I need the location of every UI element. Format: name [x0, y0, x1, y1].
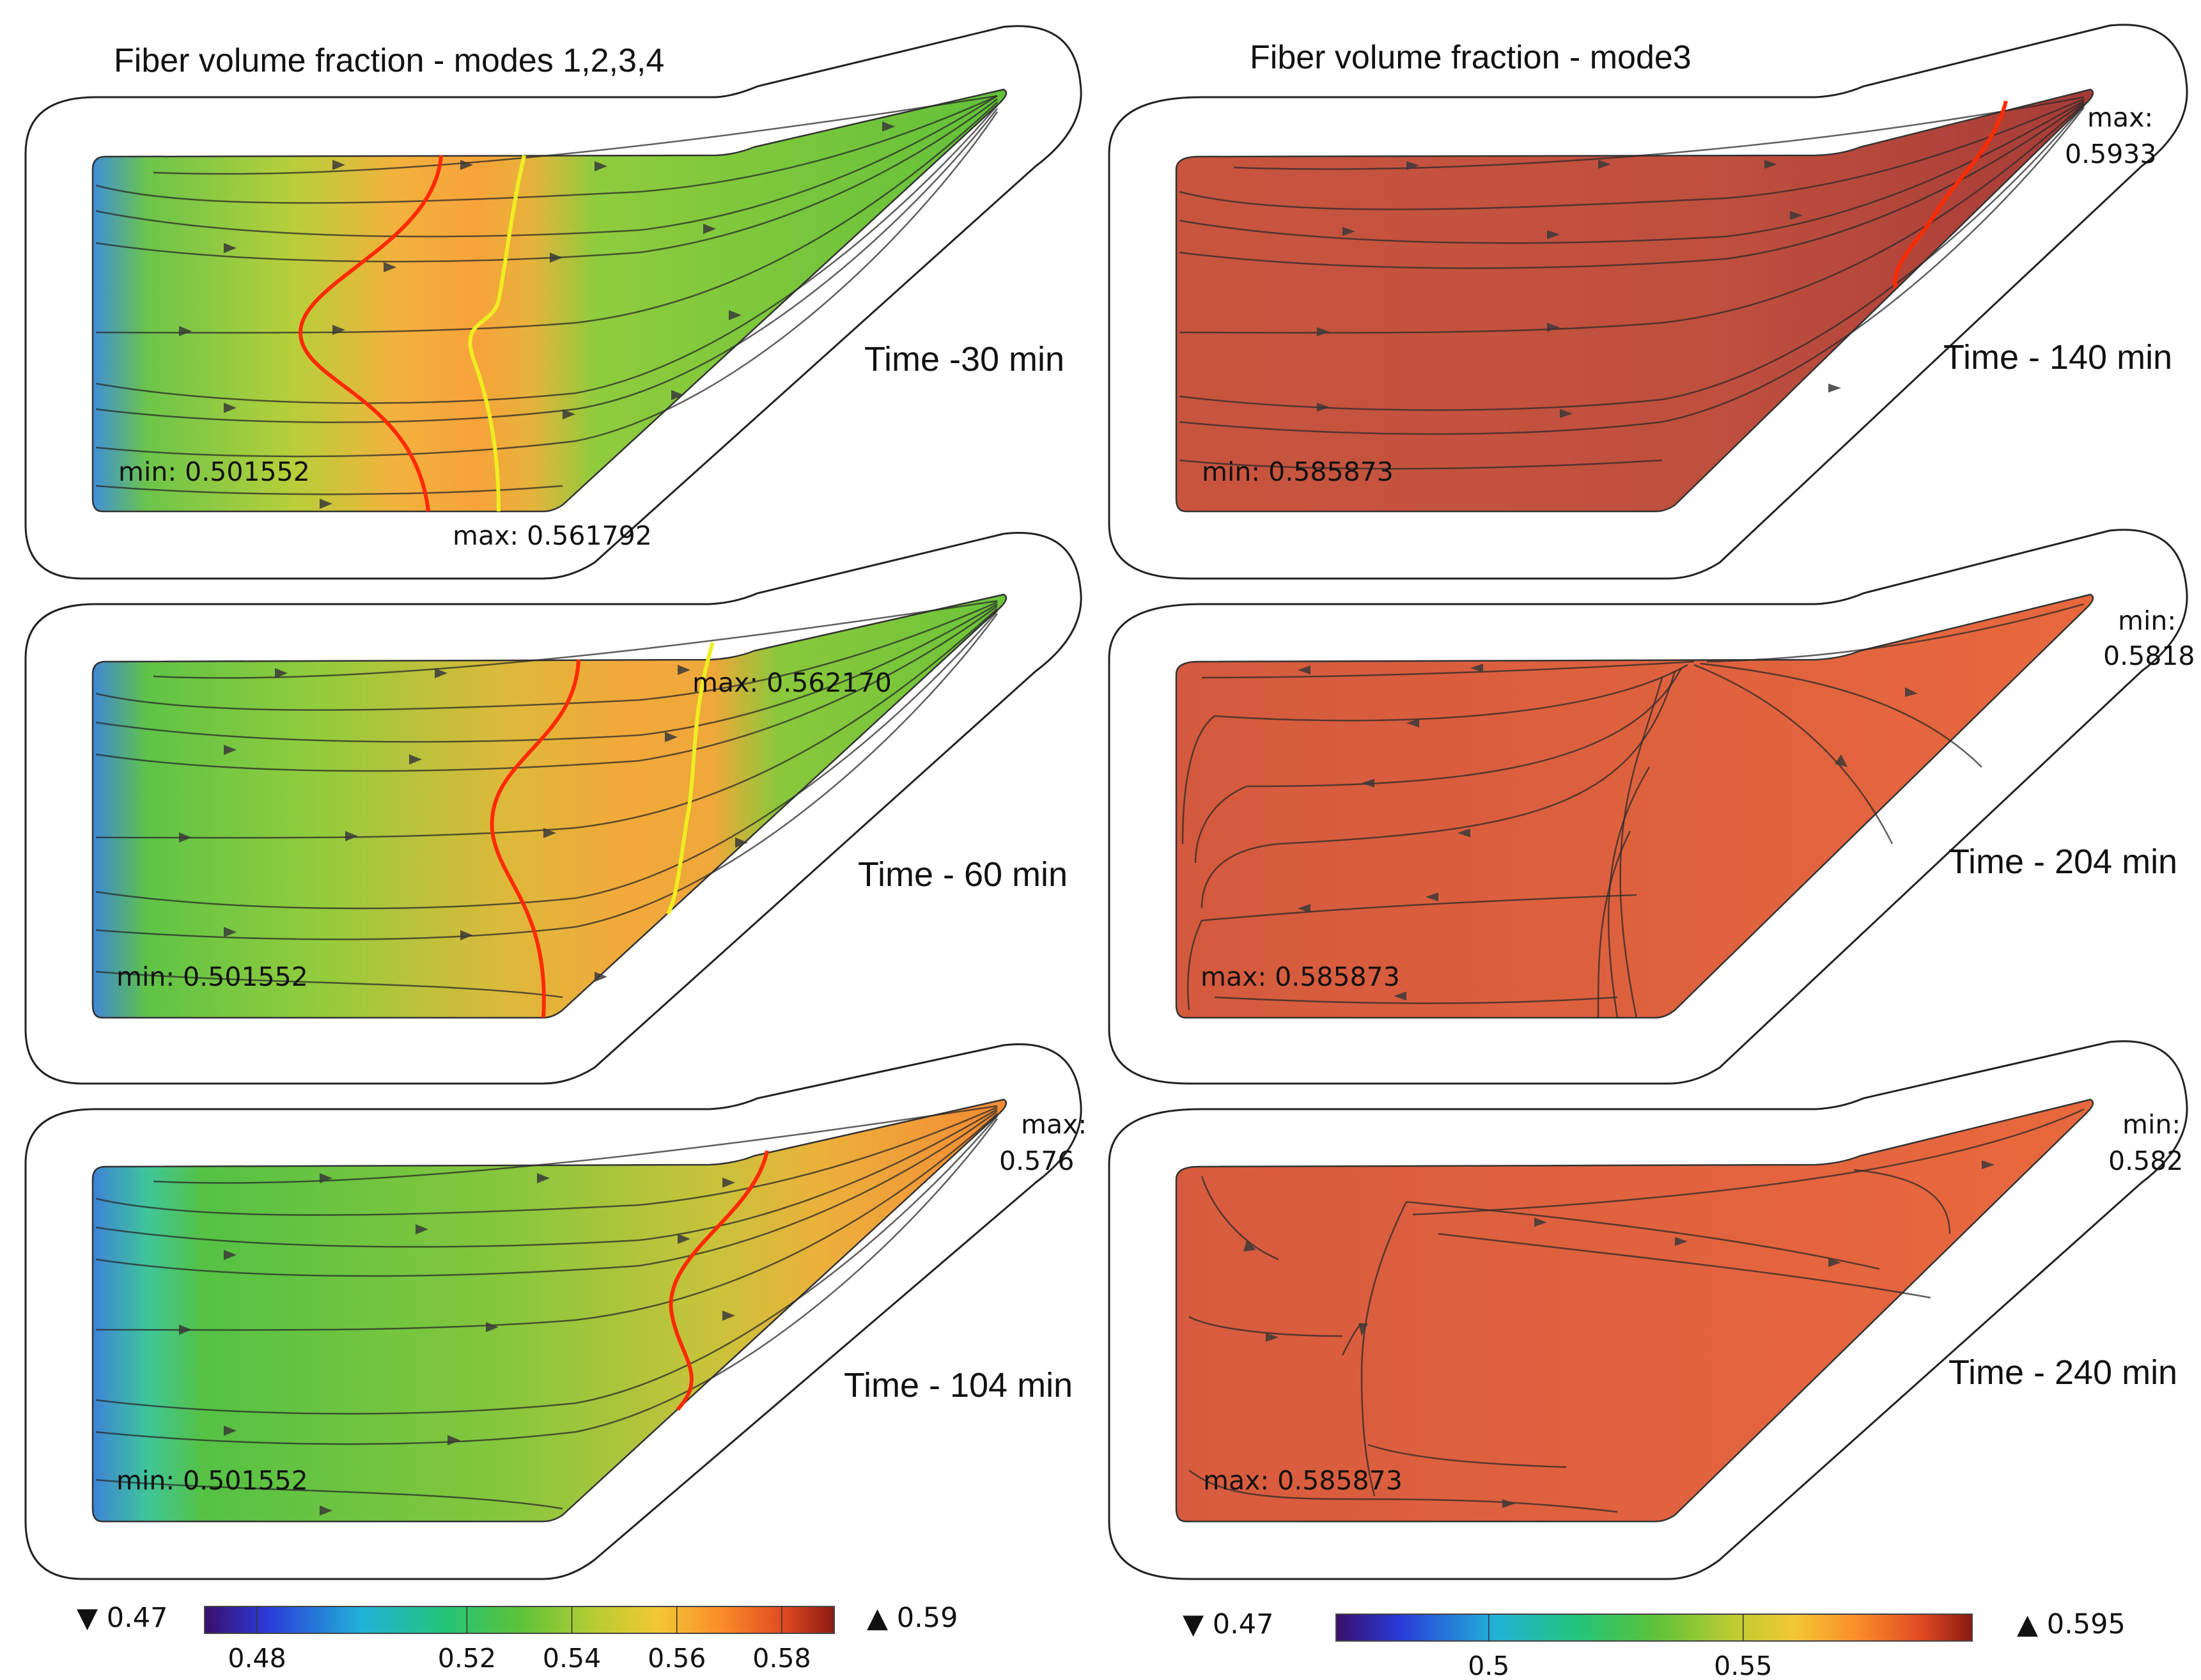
flow-arrows — [179, 665, 748, 982]
flow-arrows — [1317, 160, 1841, 418]
max-label: max: 0.585873 — [1201, 961, 1400, 992]
colorbar-gradient — [204, 1606, 835, 1634]
domain-R3 — [1175, 1098, 2094, 1523]
panel-R1: min: 0.585873 max: 0.5933 Time - 140 min — [1108, 24, 2188, 580]
max-label: max: 0.561792 — [453, 520, 652, 551]
boundary-outline — [1108, 24, 2188, 580]
domain-L1 — [91, 88, 1007, 513]
colorbar-min-label: ▼ 0.47 — [77, 1602, 167, 1634]
streamlines — [1181, 603, 2085, 1018]
max-label: max: — [1021, 1109, 1087, 1140]
colorbar-tick-label: 0.58 — [752, 1643, 811, 1674]
colorbar-ticks: 0.5 0.55 — [1468, 1614, 1772, 1680]
domain-R1 — [1175, 88, 2094, 513]
left-title: Fiber volume fraction - modes 1,2,3,4 — [114, 42, 664, 79]
max-label: max: 0.585873 — [1203, 1465, 1403, 1496]
min-label: min: 0.501552 — [118, 456, 310, 487]
max-label: max: 0.562170 — [692, 667, 892, 698]
min-value: 0.5818 — [2103, 641, 2195, 671]
resin-front-red — [669, 1150, 769, 1412]
streamlines — [95, 95, 999, 495]
panel-L1: min: 0.501552 max: 0.561792 Time -30 min — [24, 25, 1082, 580]
time-label: Time - 140 min — [1943, 338, 2172, 377]
domain-L3 — [91, 1098, 1007, 1523]
min-label: min: 0.501552 — [116, 961, 308, 992]
resin-front-yellow — [468, 155, 526, 512]
domain-R2 — [1175, 593, 2094, 1019]
right-title: Fiber volume fraction - mode3 — [1250, 39, 1692, 76]
max-label: max: — [2087, 102, 2153, 133]
flow-arrows — [179, 121, 895, 509]
flow-arrows — [1298, 664, 1918, 1000]
time-label: Time - 60 min — [858, 855, 1068, 894]
colorbar-right: ▼ 0.47 0.5 0.55 ▲ 0.595 — [1183, 1608, 2126, 1680]
time-label: Time - 204 min — [1948, 843, 2177, 881]
min-label: min: — [2118, 605, 2176, 636]
boundary-outline — [24, 25, 1082, 580]
colorbar-max-label: ▲ 0.595 — [2017, 1608, 2126, 1640]
colorbar-tick-label: 0.5 — [1468, 1651, 1509, 1680]
min-label: min: — [2122, 1109, 2181, 1140]
time-label: Time -30 min — [864, 340, 1064, 378]
time-label: Time - 104 min — [844, 1366, 1073, 1404]
boundary-outline — [1108, 1040, 2188, 1580]
boundary-outline — [24, 1043, 1082, 1580]
colorbar-left: ▼ 0.47 0.48 0.52 0.54 0.56 0.58 ▲ 0.59 — [77, 1602, 958, 1674]
boundary-outline — [1108, 529, 2188, 1085]
panel-R2: max: 0.585873 min: 0.5818 Time - 204 min — [1108, 529, 2195, 1085]
streamlines — [95, 600, 999, 999]
boundary-outline — [24, 532, 1082, 1085]
colorbar-tick-label: 0.55 — [1714, 1651, 1772, 1680]
resin-front-yellow — [666, 642, 715, 915]
min-label: min: 0.501552 — [116, 1465, 308, 1496]
colorbar-tick-label: 0.54 — [543, 1643, 601, 1674]
colorbar-tick-label: 0.52 — [438, 1643, 496, 1674]
flow-arrows — [179, 1173, 735, 1516]
colorbar-tick-label: 0.48 — [228, 1643, 286, 1674]
min-label: min: 0.585873 — [1202, 456, 1394, 487]
panel-L2: min: 0.501552 max: 0.562170 Time - 60 mi… — [24, 532, 1082, 1085]
resin-front-red — [490, 659, 580, 1018]
panel-R3: max: 0.585873 min: 0.582 Time - 240 min — [1108, 1040, 2188, 1580]
max-value: 0.576 — [999, 1146, 1074, 1176]
panel-L3: min: 0.501552 max: 0.576 Time - 104 min — [24, 1043, 1087, 1580]
flow-arrows — [1243, 1160, 1995, 1508]
streamlines — [1188, 1108, 2085, 1513]
max-value: 0.5933 — [2065, 139, 2156, 169]
colorbar-ticks: 0.48 0.52 0.54 0.56 0.58 — [228, 1606, 811, 1674]
domain-L2 — [91, 593, 1007, 1019]
min-value: 0.582 — [2108, 1146, 2183, 1176]
colorbar-gradient — [1335, 1614, 1973, 1642]
colorbar-tick-label: 0.56 — [648, 1643, 706, 1674]
colorbar-min-label: ▼ 0.47 — [1183, 1608, 1273, 1640]
colorbar-max-label: ▲ 0.59 — [867, 1602, 958, 1634]
time-label: Time - 240 min — [1948, 1353, 2177, 1392]
resin-front-red — [1893, 100, 2008, 288]
streamlines — [95, 1105, 999, 1510]
resin-front-red — [298, 155, 443, 512]
